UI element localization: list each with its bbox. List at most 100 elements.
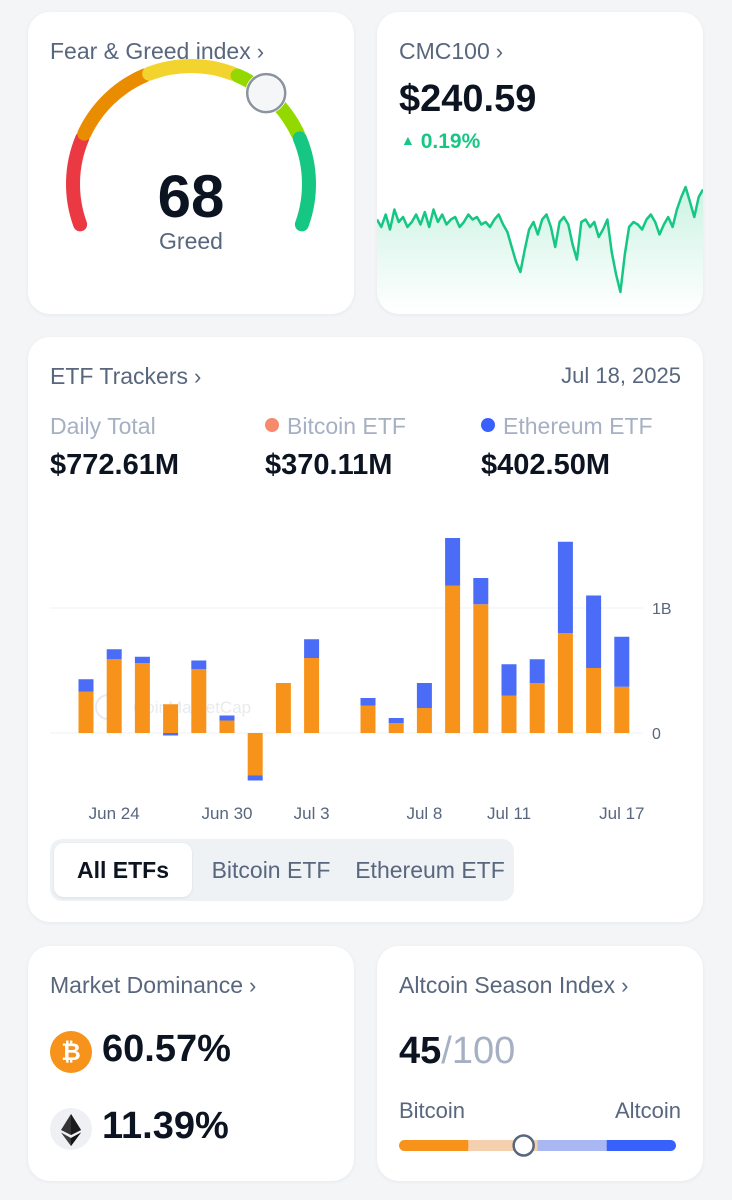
bitcoin-etf-value: $370.11M	[265, 449, 393, 481]
bar-ethereum[interactable]	[106, 649, 122, 660]
cmc100-card[interactable]: CMC100 › $240.59 ▲ 0.19%	[377, 12, 703, 314]
bar-ethereum[interactable]	[247, 775, 263, 781]
etf-date: Jul 18, 2025	[561, 363, 681, 388]
chevron-right-icon: ›	[495, 39, 504, 64]
gauge-segment	[292, 131, 316, 232]
x-tick-label: Jun 24	[89, 804, 140, 823]
bar-bitcoin[interactable]	[191, 669, 207, 733]
bar-bitcoin[interactable]	[360, 705, 376, 734]
x-tick-label: Jul 8	[406, 804, 442, 823]
bar-bitcoin[interactable]	[304, 658, 320, 733]
ethereum-etf-label: Ethereum ETF	[481, 413, 653, 440]
bar-ethereum[interactable]	[501, 664, 517, 696]
bar-ethereum[interactable]	[163, 733, 179, 736]
ethereum-icon	[50, 1108, 92, 1150]
bitcoin-side-label: Bitcoin	[399, 1098, 466, 1123]
bitcoin-dominance-value: 60.57%	[102, 1028, 231, 1070]
x-tick-label: Jul 17	[599, 804, 644, 823]
season-segment	[537, 1140, 608, 1151]
bitcoin-dot-icon	[265, 418, 279, 432]
ethereum-dot-icon	[481, 418, 495, 432]
y-tick-label: 0	[652, 726, 661, 743]
fear-greed-title[interactable]: Fear & Greed index ›	[50, 38, 265, 64]
bar-ethereum[interactable]	[614, 636, 630, 687]
bar-bitcoin[interactable]	[529, 683, 545, 733]
x-tick-label: Jul 11	[487, 804, 531, 823]
tab-bitcoin-etf[interactable]: Bitcoin ETF	[211, 857, 331, 883]
bar-ethereum[interactable]	[360, 698, 376, 706]
season-segment-fill	[606, 1140, 670, 1151]
bar-bitcoin[interactable]	[219, 720, 235, 734]
bar-bitcoin[interactable]	[586, 668, 602, 733]
bar-ethereum[interactable]	[191, 660, 207, 670]
bar-bitcoin[interactable]	[106, 659, 122, 733]
x-tick-label: Jul 3	[294, 804, 330, 823]
bar-ethereum[interactable]	[557, 541, 573, 633]
bar-bitcoin[interactable]	[78, 691, 94, 733]
bar-bitcoin[interactable]	[134, 663, 150, 733]
gauge-segment	[66, 131, 90, 232]
market-dominance-card[interactable]: Market Dominance › ₿ 60.57% 11.39%	[28, 946, 354, 1181]
fear-greed-label: Greed	[159, 228, 223, 254]
x-tick-label: Jun 30	[201, 804, 252, 823]
gauge-indicator-ring	[245, 72, 287, 114]
bar-ethereum[interactable]	[586, 595, 602, 669]
altcoin-season-title[interactable]: Altcoin Season Index ›	[399, 972, 629, 998]
bar-bitcoin[interactable]	[416, 708, 432, 733]
bar-ethereum[interactable]	[304, 639, 320, 658]
bar-bitcoin[interactable]	[557, 633, 573, 733]
etf-filter-tabs: All ETFs Bitcoin ETF Ethereum ETF	[50, 839, 514, 901]
bitcoin-etf-label: Bitcoin ETF	[265, 413, 406, 440]
bar-bitcoin[interactable]	[388, 723, 404, 733]
bar-ethereum[interactable]	[388, 718, 404, 723]
cmc100-sparkline	[377, 185, 703, 312]
ethereum-dominance-value: 11.39%	[102, 1105, 229, 1147]
bar-bitcoin[interactable]	[163, 704, 179, 733]
bar-ethereum[interactable]	[445, 538, 461, 586]
bar-bitcoin[interactable]	[445, 585, 461, 734]
gauge-segment	[142, 59, 240, 81]
bar-bitcoin[interactable]	[247, 733, 263, 776]
season-segment	[468, 1140, 538, 1151]
daily-total-label: Daily Total	[50, 413, 156, 439]
chevron-right-icon: ›	[194, 364, 202, 389]
bar-bitcoin[interactable]	[473, 604, 489, 733]
bar-bitcoin[interactable]	[275, 683, 291, 733]
bar-ethereum[interactable]	[219, 715, 235, 721]
triangle-up-icon: ▲	[401, 132, 415, 148]
bar-ethereum[interactable]	[416, 683, 432, 708]
cmc100-price: $240.59	[399, 78, 537, 120]
season-indicator	[512, 1134, 535, 1157]
sparkline-area	[377, 187, 703, 312]
season-segment-fill	[405, 1140, 469, 1151]
fear-greed-card[interactable]: Fear & Greed index › 68 Greed	[28, 12, 354, 314]
etf-trackers-card: ETF Trackers › Jul 18, 2025 Daily Total $…	[28, 337, 703, 922]
bar-ethereum[interactable]	[473, 578, 489, 605]
fear-greed-value: 68	[157, 163, 225, 230]
altcoin-side-label: Altcoin	[614, 1098, 681, 1123]
cmc100-title[interactable]: CMC100 ›	[399, 38, 504, 64]
bitcoin-icon: ₿	[50, 1031, 92, 1073]
chevron-right-icon: ›	[256, 39, 265, 64]
sparkline-line	[377, 185, 703, 294]
chevron-right-icon: ›	[249, 973, 257, 998]
tab-all-etfs[interactable]: All ETFs	[54, 843, 192, 897]
altcoin-season-card[interactable]: Altcoin Season Index › 45/100 Bitcoin Alt…	[377, 946, 703, 1181]
bar-ethereum[interactable]	[78, 679, 94, 692]
altcoin-season-bar	[399, 1134, 676, 1157]
market-dominance-title[interactable]: Market Dominance ›	[50, 972, 257, 998]
svg-text:₿: ₿	[61, 1038, 81, 1066]
altcoin-season-value: 45/100	[399, 1030, 516, 1072]
ethereum-etf-value: $402.50M	[481, 449, 610, 481]
bar-ethereum[interactable]	[529, 659, 545, 683]
chevron-right-icon: ›	[621, 973, 629, 998]
bar-bitcoin[interactable]	[614, 686, 630, 733]
cmc100-change: ▲ 0.19%	[401, 130, 481, 153]
y-tick-label: 1B	[652, 601, 672, 618]
bar-ethereum[interactable]	[134, 656, 150, 663]
bar-bitcoin[interactable]	[501, 695, 517, 734]
tab-ethereum-etf[interactable]: Ethereum ETF	[355, 857, 505, 883]
etf-trackers-title[interactable]: ETF Trackers ›	[50, 363, 202, 389]
fear-greed-gauge	[66, 59, 316, 232]
